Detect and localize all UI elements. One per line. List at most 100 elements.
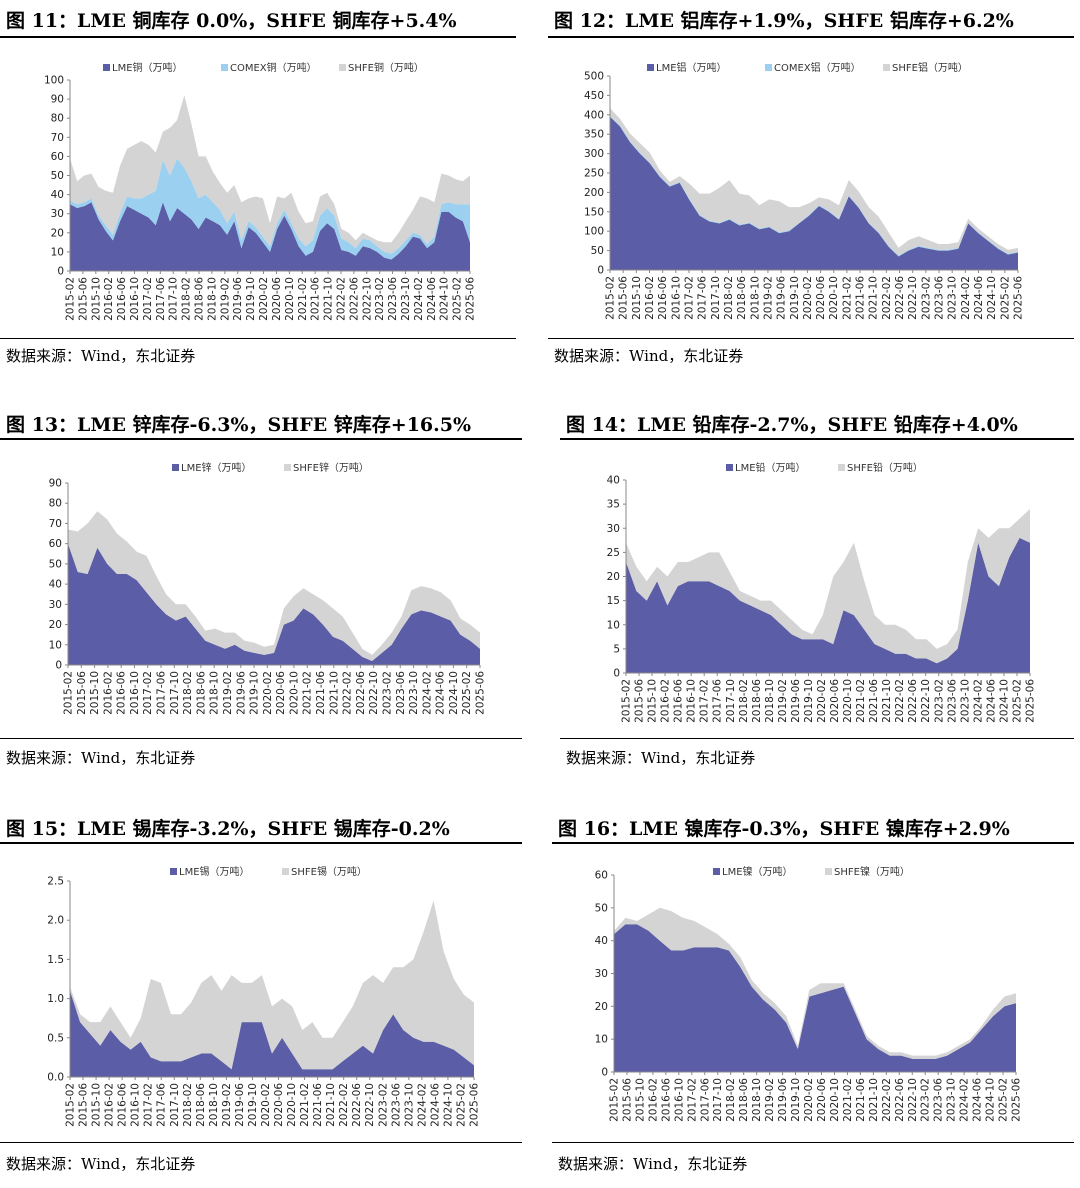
x-tick-label: 2015-02 — [65, 277, 77, 321]
x-tick-label: 2016-02 — [103, 277, 115, 321]
x-tick-label: 2024-06 — [985, 679, 997, 723]
x-tick-label: 2016-10 — [129, 671, 141, 715]
legend: LME镍（万吨） SHFE镍（万吨） — [713, 865, 910, 878]
x-tick-label: 2020-10 — [829, 1078, 841, 1122]
x-tick-label: 2016-06 — [657, 276, 669, 320]
legend-label: LME铝（万吨） — [656, 61, 727, 74]
y-tick-label: 35 — [607, 499, 620, 511]
x-tick-label: 2018-10 — [209, 671, 221, 715]
x-tick-label: 2019-10 — [789, 276, 801, 320]
x-tick-label: 2022-06 — [348, 277, 360, 321]
x-tick-label: 2023-10 — [946, 1078, 958, 1122]
source-rule — [560, 738, 1074, 739]
y-tick-label: 30 — [49, 599, 62, 611]
x-tick-label: 2020-02 — [262, 671, 274, 715]
series-area — [70, 202, 470, 271]
legend-swatch — [726, 464, 733, 471]
legend-label: SHFE镍（万吨） — [834, 865, 910, 878]
y-tick-label: 2.0 — [47, 915, 64, 927]
x-tick-label: 2022-06 — [351, 1083, 363, 1127]
x-tick-label: 2020-06 — [829, 679, 841, 723]
x-tick-label: 2024-02 — [959, 1078, 971, 1122]
source-rule — [0, 1142, 522, 1143]
series-area — [610, 116, 1018, 270]
series-area — [70, 990, 474, 1077]
x-tick-label: 2019-10 — [249, 671, 261, 715]
y-tick-label: 1.5 — [47, 954, 64, 966]
x-tick-label: 2023-10 — [959, 679, 971, 723]
x-tick-label: 2025-02 — [1011, 679, 1023, 723]
legend-swatch — [647, 64, 654, 71]
x-tick-label: 2024-02 — [413, 277, 425, 321]
chart-panel-16: 图 16：LME 镍库存-0.3%，SHFE 镍库存+2.9% LME镍（万吨）… — [552, 808, 1074, 1188]
x-tick-label: 2016-06 — [116, 277, 128, 321]
chart-svg: LME铝（万吨） COMEX铝（万吨） SHFE铝（万吨） 0 50 100 150 200 2… — [584, 61, 1025, 320]
x-tick-label: 2018-02 — [182, 1083, 194, 1127]
x-tick-label: 2023-02 — [381, 671, 393, 715]
y-tick-label: 80 — [49, 498, 62, 510]
x-tick-label: 2018-02 — [723, 276, 735, 320]
x-tick-label: 2019-06 — [776, 276, 788, 320]
chart-panel-14: 图 14：LME 铅库存-2.7%，SHFE 铅库存+4.0% LME铅（万吨）… — [560, 404, 1074, 784]
source-rule — [552, 1142, 1074, 1143]
x-tick-label: 2018-10 — [764, 679, 776, 723]
x-tick-label: 2019-02 — [762, 276, 774, 320]
legend: LME锡（万吨） SHFE锡（万吨） — [170, 865, 367, 878]
x-tick-label: 2021-02 — [302, 671, 314, 715]
y-tick-label: 0 — [55, 660, 62, 672]
chart-svg: LME铅（万吨） SHFE铅（万吨） 0 5 10 15 20 25 30 35 40 2015-02… — [607, 461, 1037, 723]
legend-label: SHFE锡（万吨） — [291, 865, 367, 878]
x-tick-label: 2018-10 — [206, 277, 218, 321]
y-tick-label: 1.0 — [47, 993, 64, 1005]
y-tick-label: 40 — [49, 579, 62, 591]
x-tick-label: 2017-06 — [156, 1083, 168, 1127]
x-tick-label: 2023-02 — [920, 1078, 932, 1122]
x-tick-label: 2015-10 — [91, 1083, 103, 1127]
chart-panel-11: 图 11：LME 铜库存 0.0%，SHFE 铜库存+5.4% LME铜（万吨）… — [0, 0, 516, 380]
legend-swatch — [221, 64, 228, 71]
x-tick-label: 2021-06 — [855, 276, 867, 320]
x-tick-label: 2017-02 — [686, 1078, 698, 1122]
x-tick-label: 2023-02 — [933, 679, 945, 723]
x-tick-label: 2020-10 — [284, 277, 296, 321]
x-tick-label: 2020-06 — [275, 671, 287, 715]
legend-label: SHFE铜（万吨） — [348, 61, 424, 74]
x-tick-label: 2020-02 — [816, 679, 828, 723]
x-tick-label: 2015-10 — [89, 671, 101, 715]
y-tick-label: 70 — [49, 518, 62, 530]
x-tick-label: 2023-06 — [395, 671, 407, 715]
y-tick-label: 40 — [51, 189, 64, 201]
x-tick-label: 2024-10 — [986, 276, 998, 320]
title-rule — [560, 438, 1074, 440]
y-tick-label: 500 — [584, 71, 604, 83]
x-tick-label: 2019-06 — [777, 1078, 789, 1122]
y-tick-label: 90 — [49, 478, 62, 490]
x-tick-label: 2018-06 — [195, 1083, 207, 1127]
x-tick-label: 2021-06 — [310, 277, 322, 321]
legend-swatch — [765, 64, 772, 71]
chart-title: 图 14：LME 铅库存-2.7%，SHFE 铅库存+4.0% — [566, 414, 1018, 436]
y-tick-label: 30 — [607, 523, 620, 535]
series-area — [610, 108, 1018, 256]
source-rule — [0, 738, 522, 739]
x-tick-label: 2015-02 — [65, 1083, 77, 1127]
legend-swatch — [838, 464, 845, 471]
x-tick-label: 2025-06 — [1011, 1078, 1023, 1122]
x-tick-label: 2017-02 — [142, 671, 154, 715]
x-tick-label: 2021-02 — [297, 277, 309, 321]
y-tick-label: 10 — [607, 619, 620, 631]
x-tick-label: 2018-10 — [749, 276, 761, 320]
y-tick-label: 15 — [607, 595, 620, 607]
legend-swatch — [825, 868, 832, 875]
x-tick-label: 2023-10 — [408, 671, 420, 715]
x-tick-label: 2020-06 — [816, 1078, 828, 1122]
source-text: 数据来源：Wind，东北证券 — [6, 749, 196, 767]
x-tick-label: 2020-10 — [842, 679, 854, 723]
x-tick-label: 2018-02 — [725, 1078, 737, 1122]
x-tick-label: 2017-02 — [683, 276, 695, 320]
legend-swatch — [339, 64, 346, 71]
x-tick-label: 2016-02 — [660, 679, 672, 723]
legend-label: COMEX铝（万吨） — [774, 61, 861, 74]
source-text: 数据来源：Wind，东北证券 — [554, 347, 744, 365]
legend-label: SHFE锌（万吨） — [293, 461, 369, 474]
